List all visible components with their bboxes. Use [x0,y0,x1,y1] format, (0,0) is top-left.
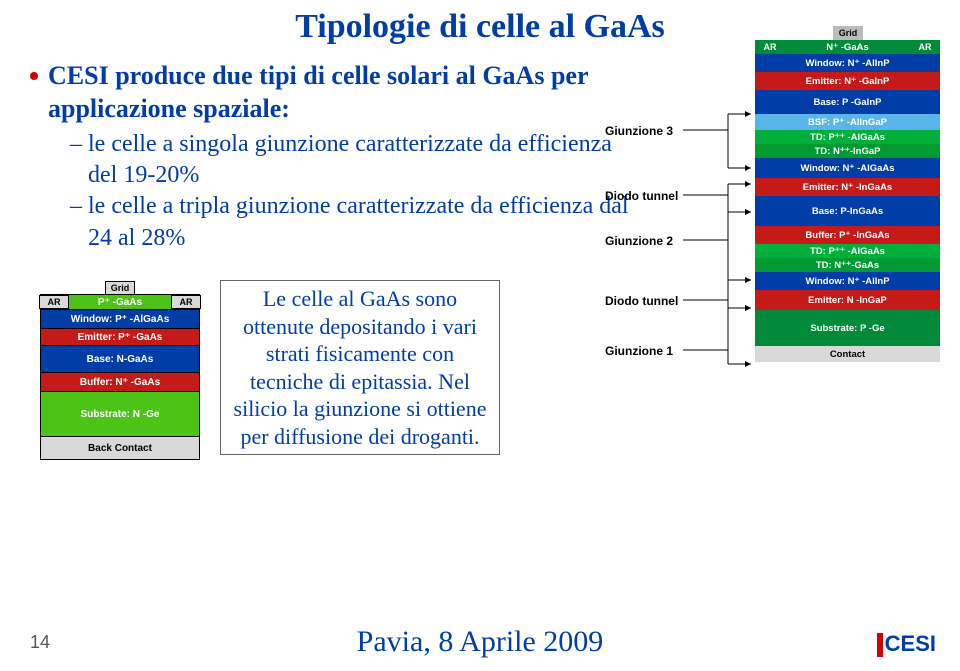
layer: Emitter: N⁺ -InGaAs [755,178,940,196]
sub-item: –le celle a singola giunzione caratteriz… [70,129,640,191]
bullet-row: CESI produce due tipi di celle solari al… [30,60,640,125]
arrow-icon [683,303,753,369]
logo-text: CESI [885,631,936,656]
layer: BSF: P⁺ -AlInGaP [755,114,940,130]
bullet-dot-icon [30,72,38,80]
layer: TD: N⁺⁺-GaAs [755,258,940,272]
layer: TD: P⁺⁺ -AlGaAs [755,244,940,258]
logo-bar-icon [877,633,883,657]
center-description: Le celle al GaAs sono ottenute depositan… [220,280,500,455]
layer: Emitter: N⁺ -GaInP [755,72,940,90]
triple-junction-diagram: Grid AR AR N⁺ -GaAsWindow: N⁺ -AlInPEmit… [755,40,940,362]
junction-label: Diodo tunnel [605,294,678,308]
single-junction-diagram: Grid AR AR P⁺ -GaAsWindow: P⁺ -AlGaAsEmi… [40,295,200,460]
sub-label: le celle a tripla giunzione caratterizza… [88,191,640,253]
grid-contact: Grid [105,281,135,295]
layer: Substrate: P -Ge [755,310,940,346]
arrow-icon [683,109,753,173]
layer: Window: N⁺ -AlInP [755,54,940,72]
layer: Emitter: N -InGaP [755,290,940,310]
layer: Base: P -GaInP [755,90,940,114]
layer: Base: P-InGaAs [755,196,940,226]
layer: Window: P⁺ -AlGaAs [40,309,200,329]
layer: Buffer: P⁺ -InGaAs [755,226,940,244]
layer: Contact [755,346,940,362]
cesi-logo: CESI [877,631,936,657]
junction-label: Diodo tunnel [605,189,678,203]
ar-contact: AR [171,295,201,309]
ar-contact: AR [39,295,69,309]
layer: Emitter: P⁺ -GaAs [40,328,200,346]
junction-label: Giunzione 3 [605,124,673,138]
layer: Buffer: N⁺ -GaAs [40,372,200,392]
layer: TD: P⁺⁺ -AlGaAs [755,130,940,144]
sub-item: –le celle a tripla giunzione caratterizz… [70,191,640,253]
footer-place: Pavia, 8 Aprile 2009 [0,625,960,659]
layer: Substrate: N -Ge [40,391,200,437]
ar-contact: AR [755,40,785,54]
layer: Window: N⁺ -AlGaAs [755,158,940,178]
layer: TD: N⁺⁺-InGaP [755,144,940,158]
layer: Window: N⁺ -AlInP [755,272,940,290]
junction-label: Giunzione 2 [605,234,673,248]
grid-contact: Grid [833,26,863,40]
bullet-main: CESI produce due tipi di celle solari al… [48,60,640,125]
arrow-icon [683,207,753,285]
sub-list: –le celle a singola giunzione caratteriz… [70,129,640,254]
layer: Base: N-GaAs [40,345,200,373]
sub-label: le celle a singola giunzione caratterizz… [88,129,640,191]
junction-label: Giunzione 1 [605,344,673,358]
layer: Back Contact [40,436,200,460]
ar-contact: AR [910,40,940,54]
bullet-block: CESI produce due tipi di celle solari al… [30,60,640,254]
